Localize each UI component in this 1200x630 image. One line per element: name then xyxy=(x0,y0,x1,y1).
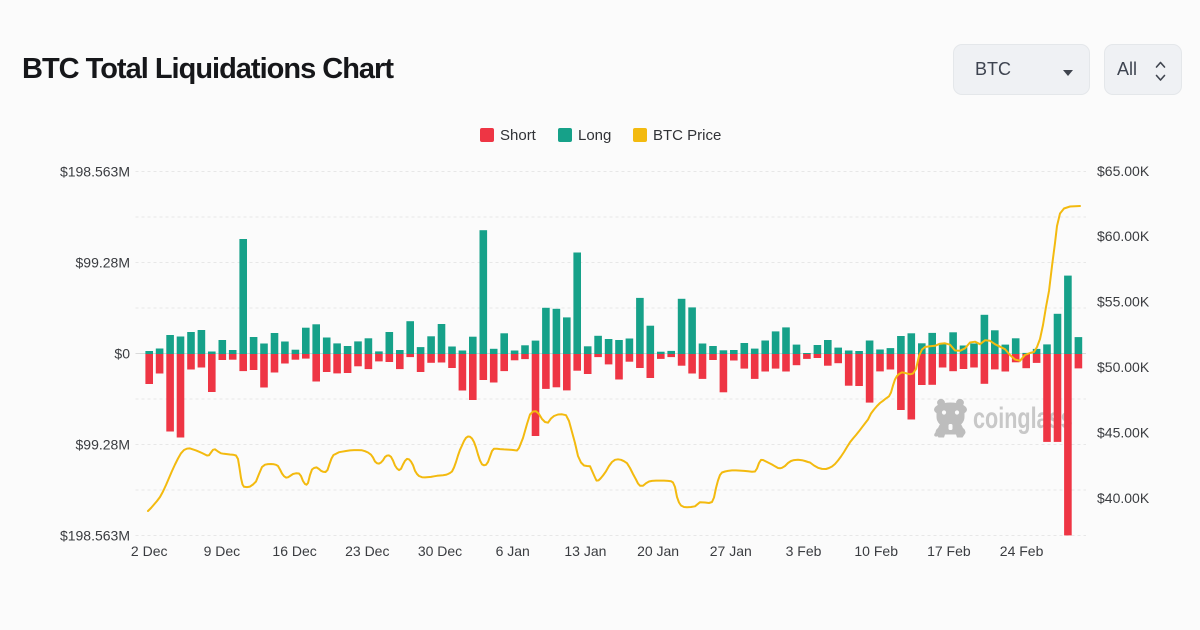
svg-text:$65.00K: $65.00K xyxy=(1097,163,1150,179)
svg-text:2 Dec: 2 Dec xyxy=(131,543,168,559)
svg-text:$55.00K: $55.00K xyxy=(1097,294,1150,310)
svg-text:30 Dec: 30 Dec xyxy=(418,543,462,559)
svg-text:6 Jan: 6 Jan xyxy=(496,543,530,559)
svg-text:27 Jan: 27 Jan xyxy=(710,543,752,559)
svg-text:10 Feb: 10 Feb xyxy=(854,543,898,559)
svg-text:23 Dec: 23 Dec xyxy=(345,543,389,559)
svg-text:$40.00K: $40.00K xyxy=(1097,490,1150,506)
svg-text:16 Dec: 16 Dec xyxy=(272,543,316,559)
svg-text:$99.28M: $99.28M xyxy=(76,255,130,271)
svg-text:$0: $0 xyxy=(114,346,130,362)
svg-text:$198.563M: $198.563M xyxy=(60,528,130,544)
svg-text:$45.00K: $45.00K xyxy=(1097,424,1150,440)
svg-text:17 Feb: 17 Feb xyxy=(927,543,971,559)
svg-text:$99.28M: $99.28M xyxy=(76,437,130,453)
svg-text:9 Dec: 9 Dec xyxy=(204,543,241,559)
svg-text:$60.00K: $60.00K xyxy=(1097,228,1150,244)
svg-text:13 Jan: 13 Jan xyxy=(564,543,606,559)
svg-text:20 Jan: 20 Jan xyxy=(637,543,679,559)
svg-text:$198.563M: $198.563M xyxy=(60,164,130,180)
svg-text:3 Feb: 3 Feb xyxy=(786,543,822,559)
svg-text:24 Feb: 24 Feb xyxy=(1000,543,1044,559)
svg-text:$50.00K: $50.00K xyxy=(1097,359,1150,375)
